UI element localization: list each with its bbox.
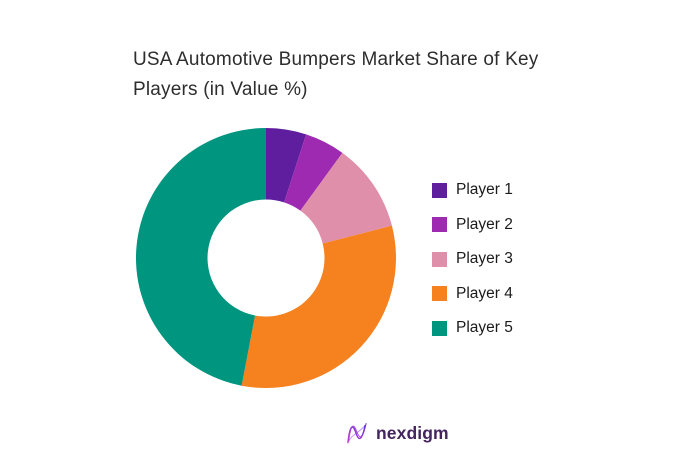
donut-chart bbox=[136, 128, 396, 388]
donut-segment-player-5 bbox=[136, 128, 266, 386]
legend-swatch-player-2 bbox=[432, 217, 447, 232]
legend-item-player-5: Player 5 bbox=[432, 319, 513, 336]
legend-swatch-player-5 bbox=[432, 320, 447, 336]
legend-item-player-1: Player 1 bbox=[432, 181, 513, 198]
chart-legend: Player 1 Player 2 Player 3 Player 4 Play… bbox=[432, 181, 513, 355]
nexdigm-logo-text: nexdigm bbox=[376, 422, 449, 443]
chart-title-line2: Players (in Value %) bbox=[133, 78, 308, 100]
donut-segment-player-2 bbox=[284, 134, 343, 211]
donut-segment-player-1 bbox=[266, 128, 307, 203]
legend-swatch-player-1 bbox=[432, 182, 447, 198]
legend-swatch-player-3 bbox=[432, 251, 447, 267]
chart-title: USA Automotive Bumpers Market Share of K… bbox=[133, 45, 538, 104]
chart-title-line1: USA Automotive Bumpers Market Share of K… bbox=[133, 49, 539, 70]
legend-item-player-2: Player 2 bbox=[432, 215, 513, 233]
legend-label-player-5: Player 5 bbox=[456, 319, 513, 336]
legend-swatch-player-4 bbox=[432, 286, 447, 301]
legend-label-player-3: Player 3 bbox=[456, 250, 513, 267]
donut-segment-player-4 bbox=[241, 225, 396, 388]
nexdigm-logo: nexdigm bbox=[345, 420, 449, 446]
nexdigm-logo-icon bbox=[347, 422, 367, 444]
donut-segment-player-3 bbox=[300, 152, 392, 244]
legend-label-player-4: Player 4 bbox=[456, 284, 513, 302]
legend-label-player-2: Player 2 bbox=[456, 215, 513, 233]
legend-item-player-3: Player 3 bbox=[432, 250, 513, 267]
legend-item-player-4: Player 4 bbox=[432, 284, 513, 302]
legend-label-player-1: Player 1 bbox=[456, 181, 513, 198]
